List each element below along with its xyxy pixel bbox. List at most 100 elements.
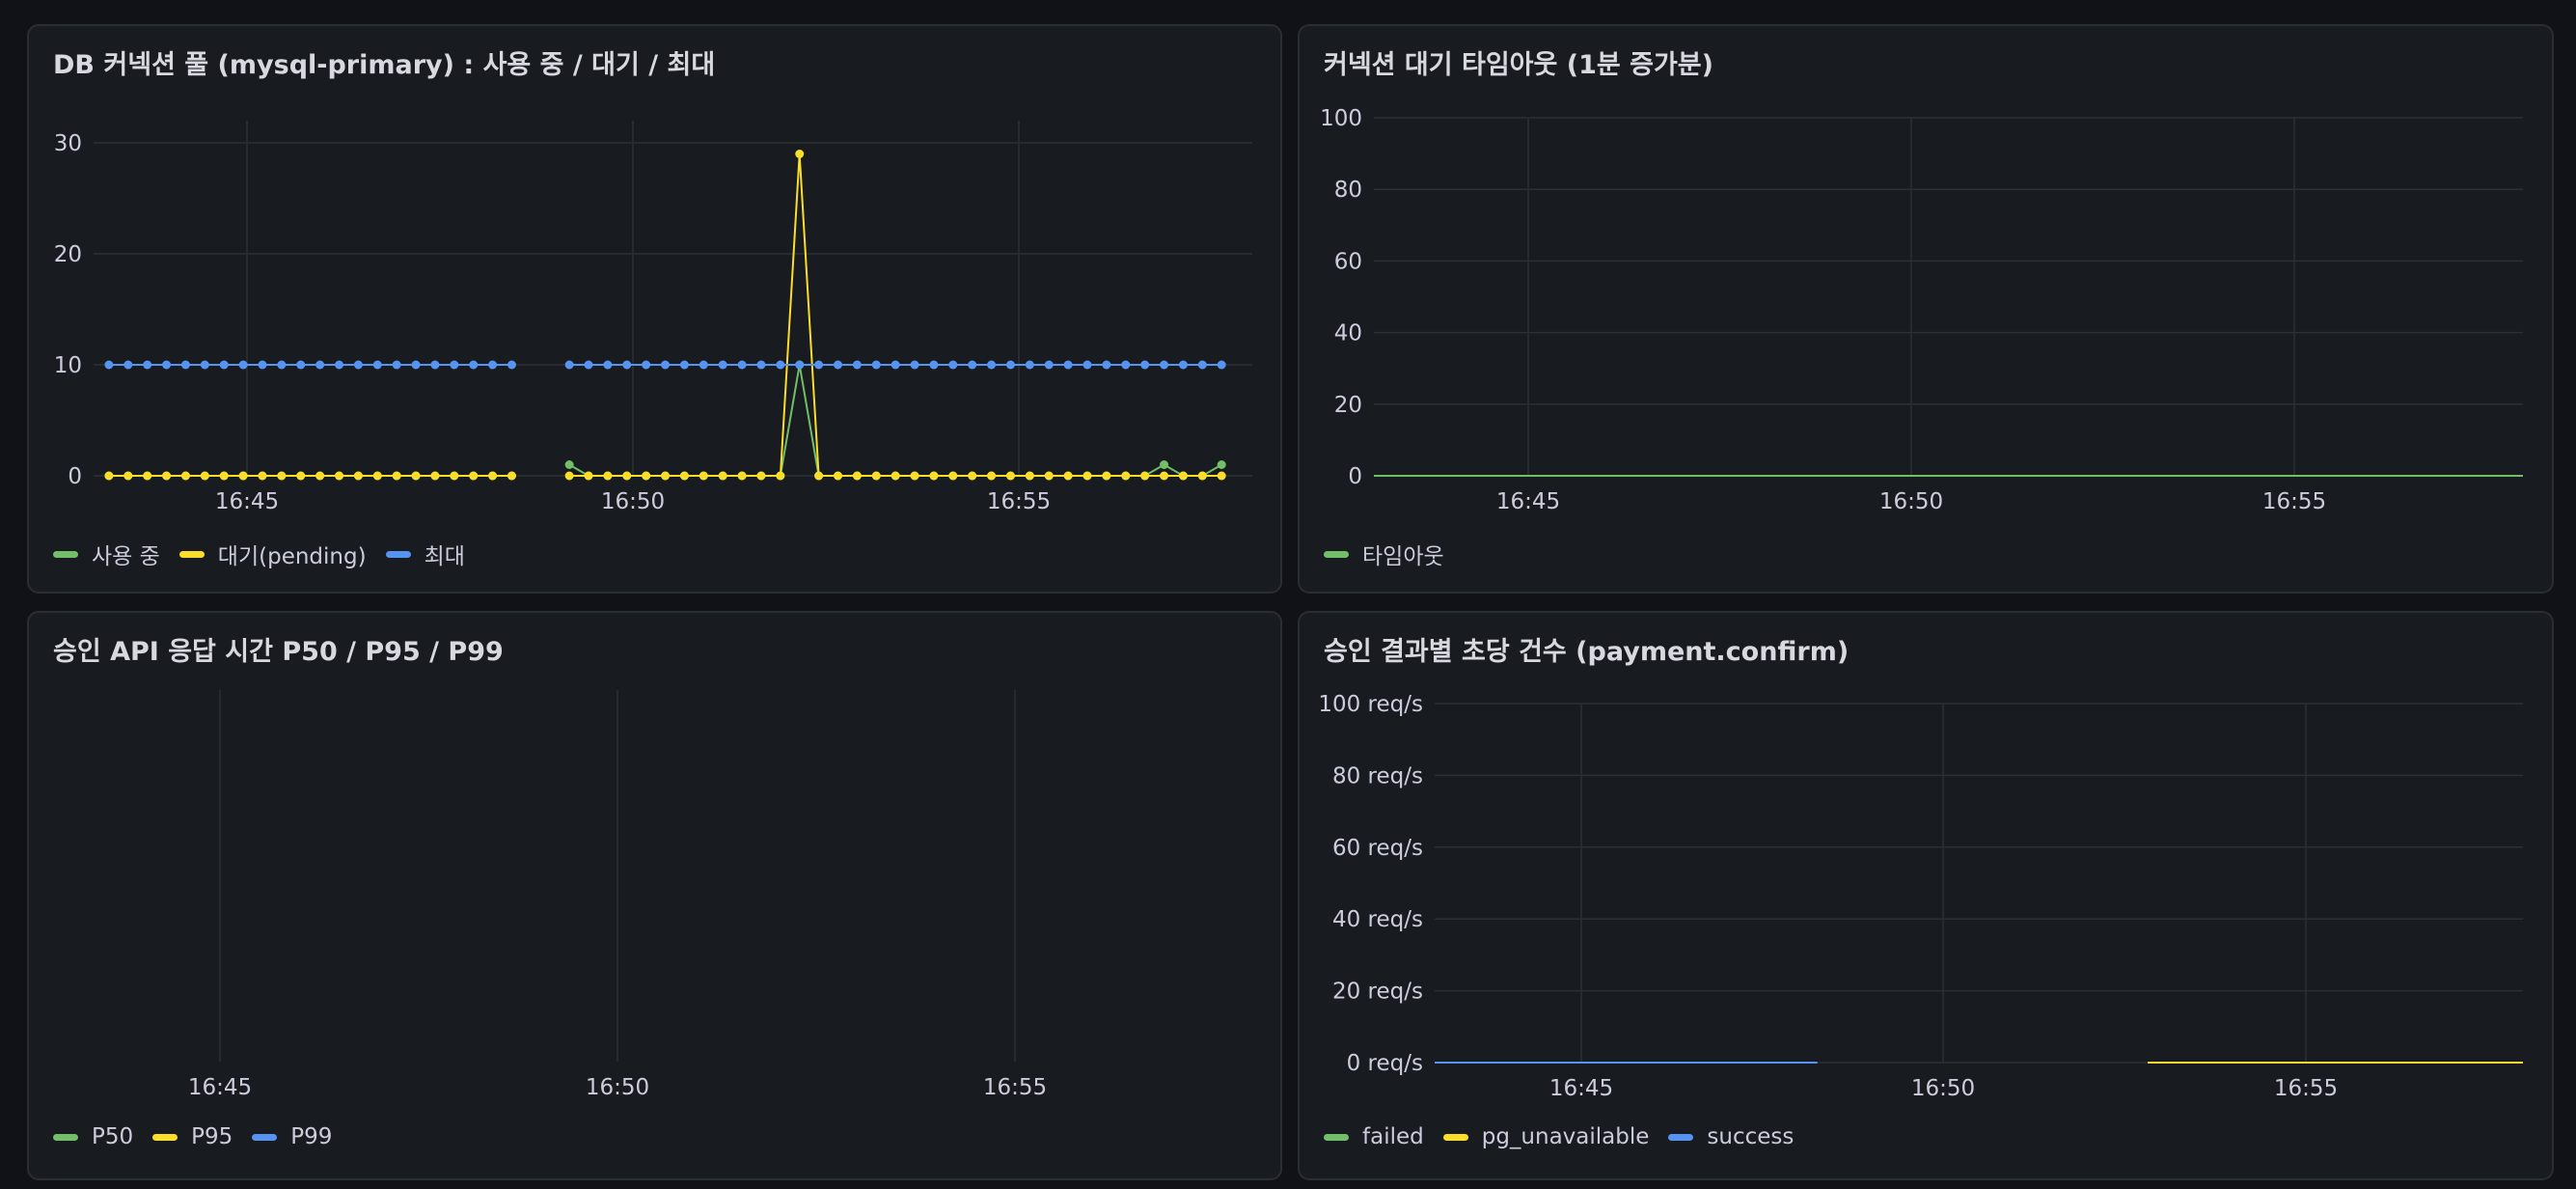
data-point [871,471,881,481]
data-point [1160,460,1169,469]
data-point [507,471,516,481]
y-tick-label: 0 [1348,464,1362,489]
data-point [104,471,114,481]
legend-swatch [152,1133,178,1141]
data-point [488,471,498,481]
data-point [143,360,152,370]
data-point [123,471,133,481]
x-tick-label: 16:55 [983,1075,1047,1100]
chart-connection-wait-timeout: 16:45 16:50 16:55 0 20 40 60 80 100 [1320,106,2523,514]
legend-item-in-use[interactable]: 사용 중 [53,538,160,570]
legend-item-failed[interactable]: failed [1324,1124,1424,1149]
y-tick-label: 20 req/s [1332,980,1423,1005]
data-point [353,471,363,481]
data-point [642,360,651,370]
legend-label: P99 [290,1124,333,1149]
data-point [1063,471,1073,481]
legend-swatch [1324,550,1349,558]
legend-label: pg_unavailable [1481,1124,1650,1149]
legend-item-pending[interactable]: 대기(pending) [178,538,367,570]
data-point [162,360,172,370]
data-point [450,471,459,481]
x-tick-label: 16:55 [2262,489,2326,514]
data-point [795,360,805,370]
data-point [411,360,421,370]
data-point [1044,471,1054,481]
x-tick-label: 16:50 [1911,1076,1975,1101]
data-point [372,360,382,370]
data-point [737,471,747,481]
data-point [1082,360,1092,370]
data-point [718,360,727,370]
data-point [795,150,805,158]
data-point [814,471,824,481]
x-tick-label: 16:45 [1496,489,1560,514]
panel-title: 승인 결과별 초당 건수 (payment.confirm) [1324,637,1850,667]
data-point [929,471,939,481]
panel-approval-api-latency[interactable]: 승인 API 응답 시간 P50 / P95 / P99 16:45 16:50 1… [27,611,1282,1180]
y-tick-label: 100 req/s [1318,692,1423,717]
data-point [1044,360,1054,370]
data-point [622,360,632,370]
data-point [392,471,401,481]
data-point [258,360,267,370]
data-point [776,471,785,481]
panel-approval-result-rate[interactable]: 승인 결과별 초당 건수 (payment.confirm) 16:45 16:5… [1298,611,2554,1180]
data-point [814,360,824,370]
x-tick-label: 16:50 [586,1075,649,1100]
data-point [469,471,479,481]
x-tick-label: 16:45 [215,489,279,514]
legend-item-timeout[interactable]: 타임아웃 [1324,538,1444,570]
data-point [987,471,997,481]
legend-item-max[interactable]: 최대 [385,538,465,570]
data-point [200,471,209,481]
x-tick-label: 16:50 [601,489,665,514]
data-point [1102,471,1111,481]
data-point [392,360,401,370]
data-point [834,471,843,481]
data-point [1121,360,1131,370]
data-point [699,360,708,370]
data-point [756,471,766,481]
legend-label: P95 [191,1124,233,1149]
legend-label: 최대 [424,544,465,569]
y-tick-label: 60 [1334,249,1362,274]
y-tick-label: 20 [1334,393,1362,418]
data-point [1005,471,1015,481]
data-point [335,471,344,481]
data-point [296,360,306,370]
data-point [411,471,421,481]
legend-item-p99[interactable]: P99 [252,1124,332,1149]
panel-connection-wait-timeout[interactable]: 커넥션 대기 타임아웃 (1분 증가분) 16:45 16:50 16:55 0 20 4… [1298,24,2554,594]
legend-item-p50[interactable]: P50 [53,1124,133,1149]
data-point [852,360,862,370]
legend: failed pg_unavailable success [1324,1124,1813,1149]
y-tick-label: 10 [54,353,82,378]
data-point [143,471,152,481]
data-point [1140,360,1150,370]
y-tick-label: 30 [54,131,82,156]
data-point [180,471,190,481]
data-point [948,471,958,481]
legend-item-pg-unavailable[interactable]: pg_unavailable [1442,1124,1650,1149]
data-point [661,471,671,481]
legend-item-success[interactable]: success [1668,1124,1794,1149]
legend-item-p95[interactable]: P95 [152,1124,233,1149]
data-point [488,360,498,370]
data-point [891,471,900,481]
panel-db-connection-pool[interactable]: DB 커넥션 풀 (mysql-primary) : 사용 중 / 대기 / 최… [27,24,1282,594]
data-point [584,471,593,481]
chart-db-connection-pool: 16:45 16:50 16:55 0 10 20 30 [54,121,1252,514]
data-point [277,471,287,481]
series-line [568,364,1222,477]
data-point [679,360,689,370]
data-point [200,360,209,370]
data-point [622,471,632,481]
data-point [642,471,651,481]
legend-label: failed [1362,1124,1424,1149]
legend-swatch [1324,1133,1349,1141]
x-tick-label: 16:45 [1549,1076,1613,1101]
data-point [1217,471,1226,481]
data-point [699,471,708,481]
data-point [1063,360,1073,370]
